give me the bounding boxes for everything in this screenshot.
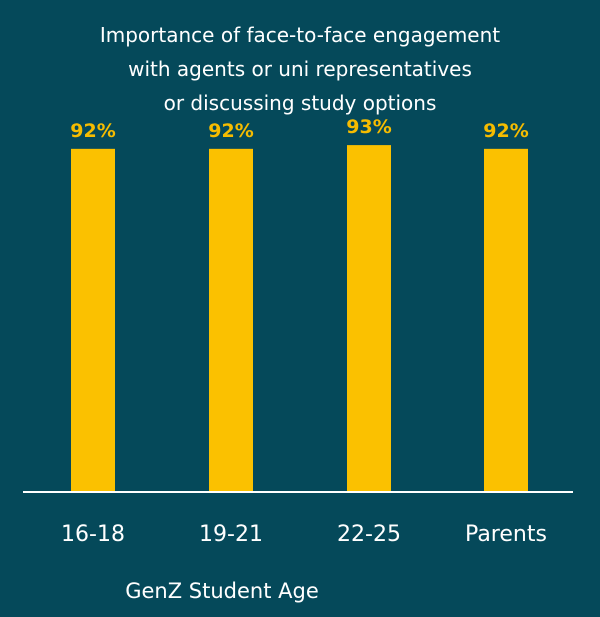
x-tick-label: 16-18	[61, 522, 125, 547]
x-tick-label: 19-21	[199, 522, 263, 547]
chart-title-line-1: Importance of face-to-face engagement	[100, 23, 500, 47]
bar-series	[71, 145, 528, 493]
bar-19-21	[209, 148, 253, 492]
value-labels: 92% 92% 93% 92%	[70, 116, 528, 142]
bar-16-18	[71, 148, 115, 492]
bar-22-25	[347, 145, 391, 493]
x-axis-title: GenZ Student Age	[125, 579, 319, 603]
chart-title: Importance of face-to-face engagement wi…	[100, 23, 500, 115]
value-label: 92%	[70, 120, 115, 142]
bar-parents	[484, 148, 528, 492]
value-label: 92%	[483, 120, 528, 142]
chart-title-line-3: or discussing study options	[164, 91, 437, 115]
x-tick-label: Parents	[465, 522, 547, 547]
value-label: 93%	[346, 116, 391, 138]
x-tick-label: 22-25	[337, 522, 401, 547]
x-tick-labels: 16-18 19-21 22-25 Parents	[61, 522, 547, 547]
chart-title-line-2: with agents or uni representatives	[128, 57, 472, 81]
value-label: 92%	[208, 120, 253, 142]
